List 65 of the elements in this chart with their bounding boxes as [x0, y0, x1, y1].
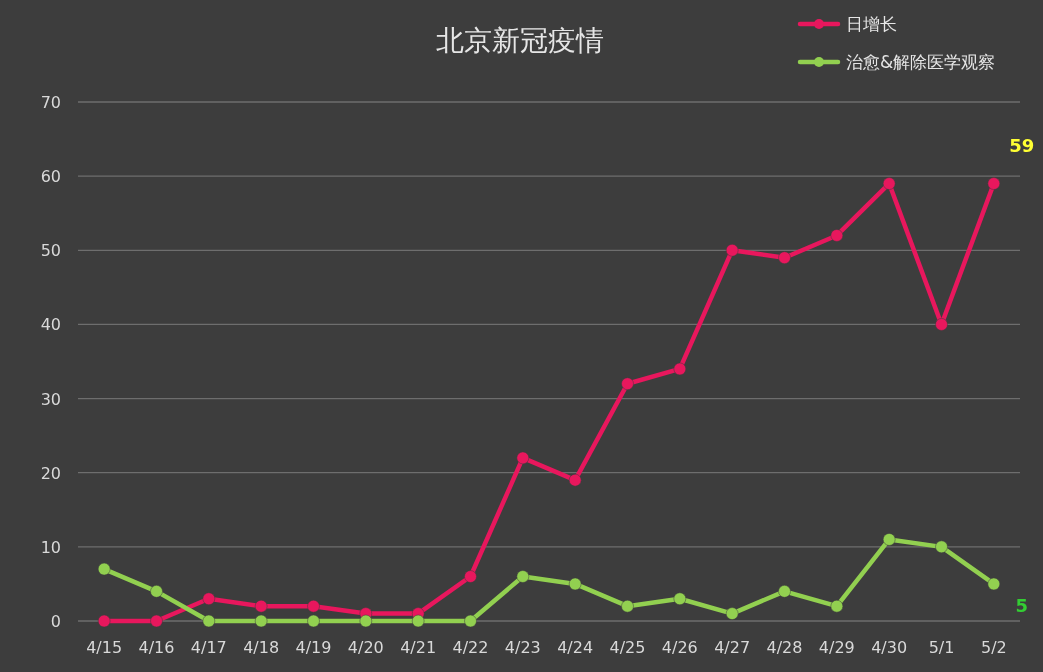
point [830, 229, 844, 242]
point [778, 585, 791, 598]
y-tick-label: 30 [40, 389, 61, 409]
point [673, 362, 687, 376]
point [254, 614, 268, 628]
point [254, 599, 268, 613]
point [725, 244, 739, 257]
x-tick-label: 4/29 [818, 638, 855, 657]
point [935, 318, 948, 331]
data-label: 5 [1015, 594, 1029, 616]
x-tick-label: 4/21 [400, 638, 437, 657]
point [987, 177, 1001, 190]
point [987, 577, 1001, 591]
x-tick-label: 4/19 [295, 638, 332, 657]
legend-label: 日增长 [846, 14, 897, 34]
x-tick-label: 4/24 [557, 638, 594, 657]
point [97, 614, 111, 628]
x-tick-label: 4/26 [661, 638, 698, 657]
point [621, 377, 634, 390]
point [935, 540, 948, 554]
point [150, 585, 163, 598]
point [150, 614, 163, 628]
y-tick-label: 60 [40, 167, 61, 187]
point [464, 614, 477, 628]
point [359, 614, 373, 628]
x-tick-label: 4/16 [138, 638, 175, 657]
point [516, 570, 530, 583]
x-tick-label: 4/25 [609, 638, 646, 657]
point [882, 177, 896, 190]
point [411, 614, 425, 628]
legend-label: 治愈&解除医学观察 [846, 52, 996, 72]
x-tick-label: 4/23 [504, 638, 541, 657]
point [202, 592, 216, 606]
point [516, 451, 530, 465]
x-tick-label: 4/18 [243, 638, 280, 657]
point [97, 562, 111, 576]
y-tick-label: 50 [40, 241, 61, 261]
point [725, 607, 739, 620]
point [307, 614, 320, 628]
point [830, 599, 844, 613]
x-tick-label: 4/15 [86, 638, 123, 657]
x-tick-label: 5/1 [928, 638, 955, 657]
point [621, 599, 634, 613]
point [778, 251, 791, 264]
x-tick-label: 4/28 [766, 638, 803, 657]
y-tick-label: 70 [40, 93, 61, 112]
point [568, 577, 582, 591]
y-tick-label: 40 [40, 315, 61, 335]
x-tick-label: 4/27 [714, 638, 751, 657]
point [464, 570, 477, 583]
chart-title: 北京新冠疫情 [436, 24, 604, 57]
x-tick-label: 4/30 [871, 638, 908, 657]
x-tick-label: 4/22 [452, 638, 489, 657]
point [202, 614, 216, 628]
point [568, 473, 582, 487]
data-label: 59 [1009, 134, 1035, 156]
x-tick-label: 4/17 [190, 638, 227, 657]
x-tick-label: 4/20 [347, 638, 384, 657]
y-tick-label: 0 [50, 612, 61, 631]
point [673, 592, 687, 606]
x-tick-label: 5/2 [980, 638, 1007, 657]
y-tick-label: 20 [40, 463, 61, 483]
y-tick-label: 10 [40, 537, 61, 557]
point [307, 599, 320, 613]
point [882, 533, 896, 546]
